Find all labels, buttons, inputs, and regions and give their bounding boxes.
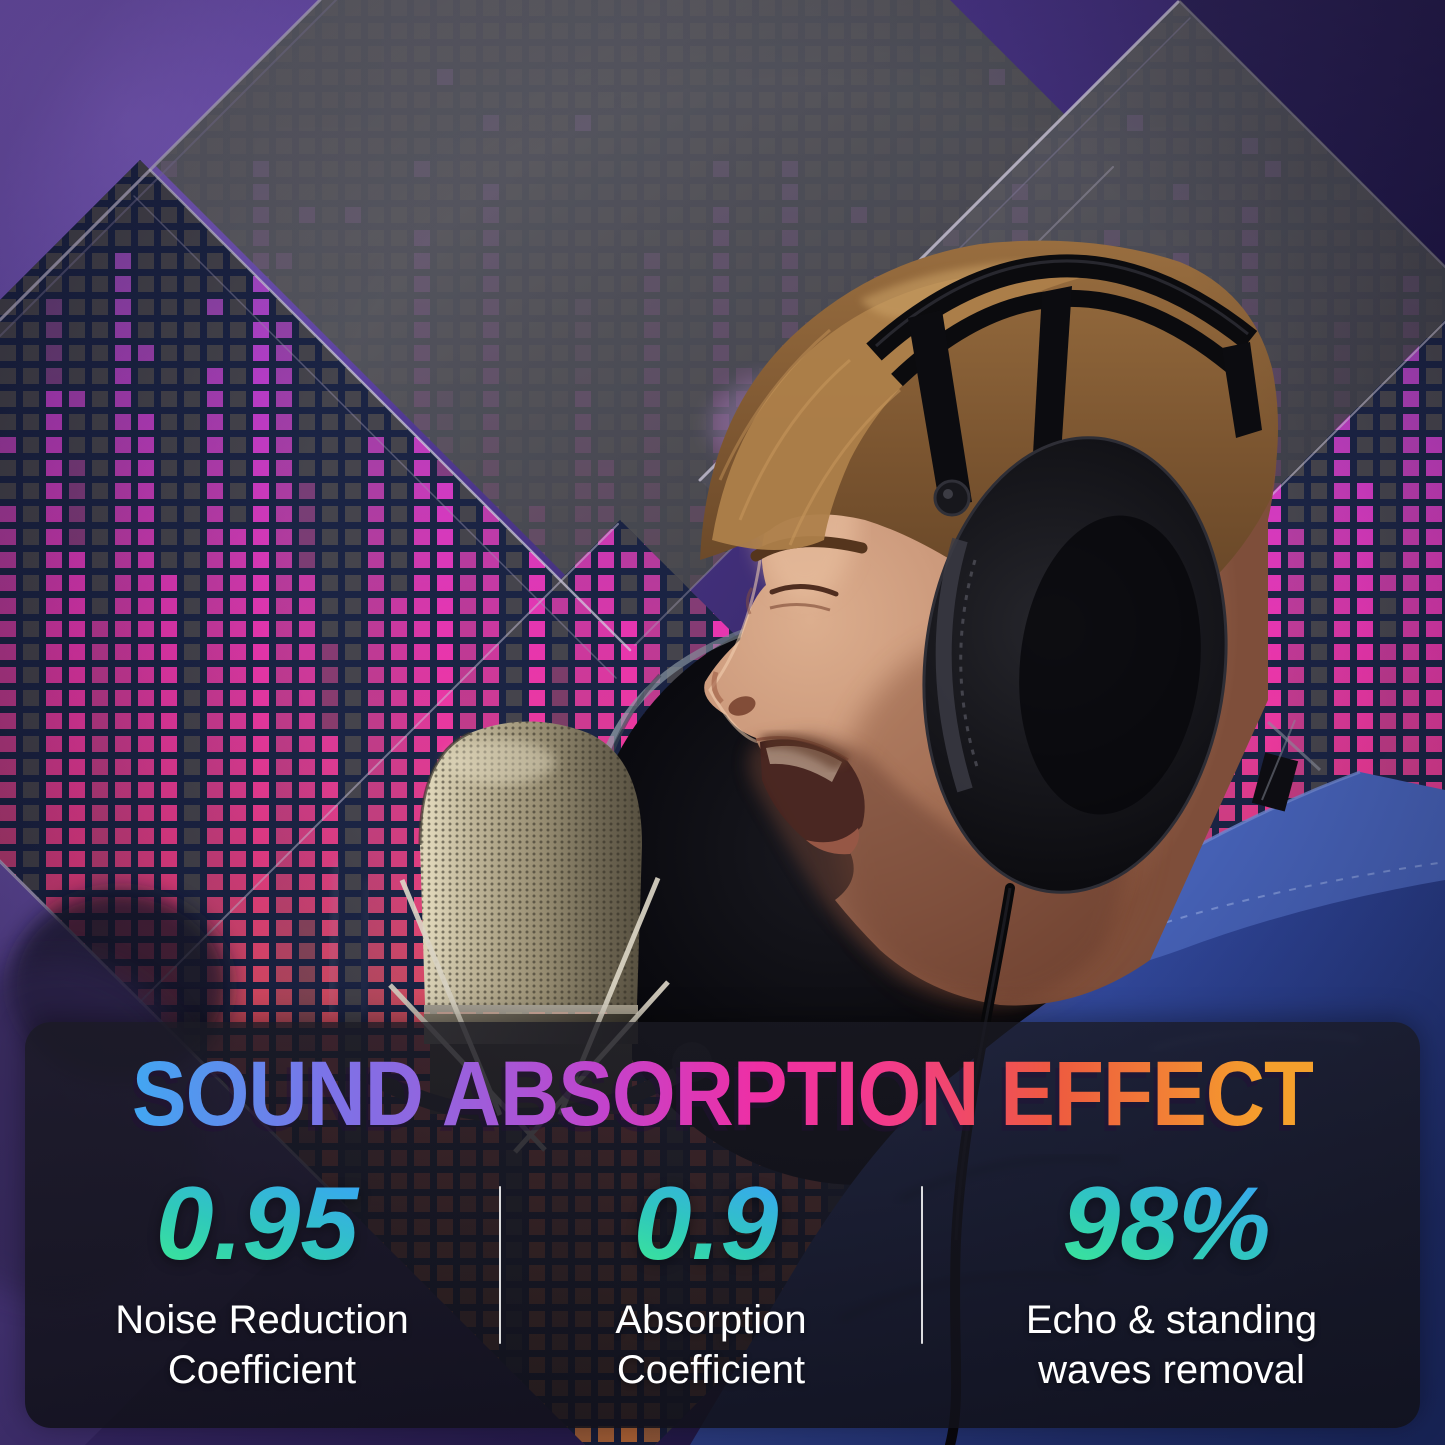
stat-label: Echo & standing waves removal <box>1025 1298 1318 1392</box>
info-panel: SOUND ABSORPTION EFFECT 0.95 Noise Reduc… <box>25 1022 1420 1428</box>
stats-row: 0.95 Noise Reduction Coefficient 0.9 Abs… <box>25 1172 1420 1395</box>
stat-value: 0.95 <box>156 1172 368 1276</box>
stat-value: 0.9 <box>634 1172 789 1276</box>
vertical-divider <box>499 1186 501 1345</box>
stat-absorption: 0.9 Absorption Coefficient <box>501 1172 921 1395</box>
stat-label: Absorption Coefficient <box>615 1298 807 1392</box>
panel-title: SOUND ABSORPTION EFFECT <box>131 1043 1314 1146</box>
stat-value: 98% <box>1062 1172 1280 1276</box>
stat-noise-reduction: 0.95 Noise Reduction Coefficient <box>25 1172 499 1395</box>
stat-label: Noise Reduction Coefficient <box>115 1298 409 1392</box>
stat-echo-removal: 98% Echo & standing waves removal <box>923 1172 1420 1395</box>
vertical-divider <box>921 1186 923 1345</box>
